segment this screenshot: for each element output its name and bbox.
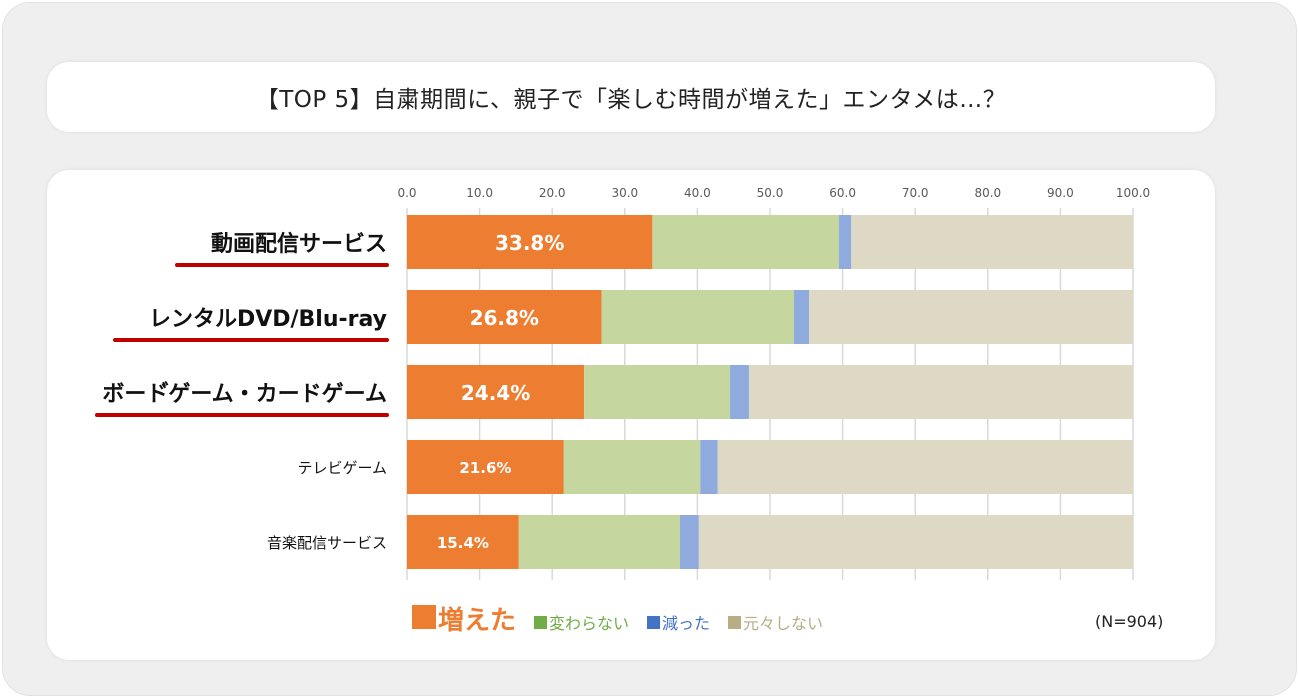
legend: 増えた 変わらない 減った 元々しない xyxy=(412,600,823,637)
category-label: レンタルDVD/Blu-ray xyxy=(149,307,387,332)
legend-item: 減った xyxy=(647,610,710,634)
bar-segment-1 xyxy=(652,215,839,269)
data-label: 15.4% xyxy=(437,534,489,552)
bar-segment-0 xyxy=(407,365,585,419)
x-tick-label: 50.0 xyxy=(757,186,784,200)
legend-item: 増えた xyxy=(412,600,516,637)
sample-size: (N=904) xyxy=(1095,612,1164,631)
data-label: 21.6% xyxy=(459,459,511,477)
bar-segment-3 xyxy=(809,290,1133,344)
legend-swatch xyxy=(728,616,742,629)
bar-segment-0 xyxy=(407,215,653,269)
x-tick-label: 60.0 xyxy=(829,186,856,200)
x-tick-label: 30.0 xyxy=(611,186,638,200)
category-label: 動画配信サービス xyxy=(211,231,387,257)
x-tick-label: 20.0 xyxy=(539,186,566,200)
legend-label: 元々しない xyxy=(743,614,824,633)
legend-label: 減った xyxy=(662,614,711,633)
bar-segment-0 xyxy=(407,290,602,344)
bar-segment-3 xyxy=(698,515,1133,569)
data-label: 24.4% xyxy=(461,381,530,405)
title-box: 【TOP 5】自粛期間に、親子で「楽しむ時間が増えた」エンタメは…？ xyxy=(47,62,1215,132)
bar-segment-2 xyxy=(793,290,810,344)
category-label: ボード゙ゲーム・カードゲーム xyxy=(102,381,387,407)
bar-segment-3 xyxy=(851,215,1133,269)
bar-segment-2 xyxy=(730,365,749,419)
legend-swatch xyxy=(647,616,661,629)
category-label: 音楽配信サービス xyxy=(267,534,387,552)
chart-panel: 0.0 10.0 20.0 30.0 40.0 50.0 60.0 70.0 80.0 90.0 1… xyxy=(47,170,1215,660)
legend-item: 変わらない xyxy=(534,610,629,634)
data-label: 26.8% xyxy=(470,306,539,330)
bar-segment-2 xyxy=(679,515,699,569)
bar-segment-1 xyxy=(601,290,794,344)
x-tick-label: 40.0 xyxy=(684,186,711,200)
x-tick-label: 100.0 xyxy=(1116,186,1150,200)
legend-label: 変わらない xyxy=(549,614,630,633)
x-tick-label: 90.0 xyxy=(1047,186,1074,200)
bar-segment-1 xyxy=(518,515,680,569)
bar-segment-3 xyxy=(717,440,1133,494)
bar-segment-0 xyxy=(407,515,519,569)
page-title: 【TOP 5】自粛期間に、親子で「楽しむ時間が増えた」エンタメは…？ xyxy=(255,87,1007,113)
bar-segment-3 xyxy=(748,365,1133,419)
legend-item: 元々しない xyxy=(728,610,823,634)
data-label: 33.8% xyxy=(495,231,564,255)
x-tick-label: 70.0 xyxy=(902,186,929,200)
bar-segment-2 xyxy=(838,215,852,269)
bar-segment-1 xyxy=(563,440,701,494)
bar-segment-0 xyxy=(407,440,564,494)
bar-segment-1 xyxy=(584,365,731,419)
x-tick-label: 10.0 xyxy=(466,186,493,200)
legend-swatch xyxy=(534,616,548,629)
legend-label: 増えた xyxy=(438,606,517,636)
category-label: テレビゲーム xyxy=(297,459,387,477)
legend-swatch xyxy=(412,605,436,629)
x-tick-label: 80.0 xyxy=(974,186,1001,200)
bar-segment-2 xyxy=(700,440,718,494)
stacked-bar-chart: 0.0 10.0 20.0 30.0 40.0 50.0 60.0 70.0 80.0 90.0 1… xyxy=(95,186,1150,580)
x-tick-label: 0.0 xyxy=(397,186,416,200)
